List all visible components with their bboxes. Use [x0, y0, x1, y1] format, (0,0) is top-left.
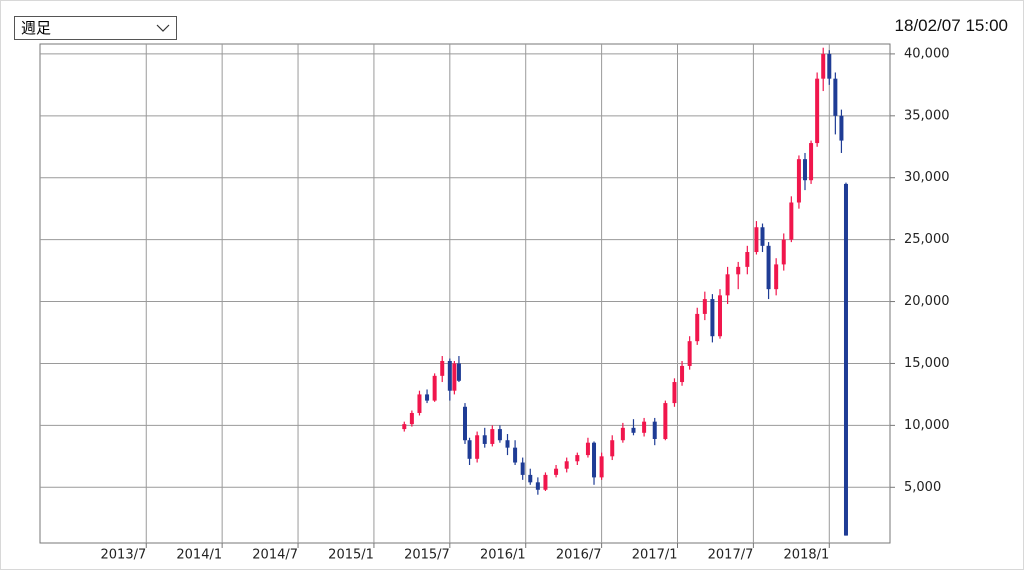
candle-body [642, 421, 647, 433]
x-tick-label: 2013/7 [101, 548, 147, 563]
candle-body [839, 115, 844, 141]
y-tick-label: 5,000 [904, 480, 941, 495]
candle-body [833, 78, 838, 116]
candle-body [718, 295, 722, 337]
candle-body [702, 299, 707, 314]
x-tick-label: 2016/1 [480, 548, 526, 563]
candle-body [409, 412, 414, 425]
x-tick-label: 2017/7 [708, 548, 754, 563]
candle-body [663, 403, 668, 439]
y-tick-label: 10,000 [904, 418, 950, 433]
candle-body [417, 394, 422, 413]
candle-body [425, 394, 430, 401]
timestamp: 18/02/07 15:00 [894, 16, 1008, 35]
period-select-text: 週足 [21, 19, 52, 37]
candle-body [695, 313, 700, 342]
candle-body [528, 474, 533, 483]
candle-body [680, 365, 685, 383]
candle-body [520, 462, 525, 475]
candle-body [599, 456, 604, 478]
plot-frame [39, 43, 891, 544]
candle-body [497, 429, 502, 441]
candle-body [620, 427, 625, 441]
x-tick-label: 2017/1 [632, 548, 678, 563]
candle-body [789, 202, 794, 240]
candle-body [440, 360, 445, 376]
candle-body [432, 375, 437, 401]
candle-body [774, 264, 779, 290]
candle-body [463, 406, 467, 441]
candle-body [710, 299, 715, 337]
candle-body [456, 363, 461, 381]
candle-body [745, 252, 750, 267]
candle-body [490, 429, 495, 444]
candle-body [809, 143, 814, 181]
candle-body [672, 382, 677, 404]
candle-body [821, 53, 826, 79]
period-select[interactable]: 週足 [14, 16, 177, 40]
candle-body [754, 227, 759, 253]
y-tick-label: 20,000 [904, 294, 950, 309]
candle-body [631, 427, 636, 433]
y-tick-label: 15,000 [904, 356, 950, 371]
y-tick-label: 40,000 [904, 46, 950, 61]
candle-body [482, 435, 487, 444]
x-tick-label: 2016/7 [556, 548, 602, 563]
candle-body [554, 468, 559, 475]
candle-body [815, 78, 820, 144]
candle-body [505, 440, 510, 448]
y-tick-label: 35,000 [904, 108, 950, 123]
candle-body [575, 455, 580, 462]
candle-body [447, 360, 452, 391]
candle-body [803, 159, 807, 181]
dropdown-arrow [156, 24, 170, 32]
candle-body [467, 440, 472, 459]
candle-body [766, 245, 771, 290]
x-tick-label: 2014/1 [176, 548, 222, 563]
candle-body [585, 442, 590, 456]
candle-body [827, 53, 832, 79]
candle-body [725, 274, 730, 296]
x-tick-label: 2018/1 [784, 548, 830, 563]
candle-body [652, 421, 657, 439]
candle-body [564, 461, 569, 469]
candle-body [402, 424, 407, 430]
x-tick-label: 2014/7 [252, 548, 298, 563]
candle-body [687, 341, 692, 366]
candle-body [535, 482, 540, 490]
candle-body [452, 363, 457, 391]
candle-body [781, 239, 786, 265]
candle-body [475, 435, 480, 459]
candle-body [736, 266, 741, 275]
candle-body [760, 227, 765, 246]
x-tick-label: 2015/7 [404, 548, 450, 563]
candle-body [796, 159, 801, 203]
candle-body [592, 442, 597, 478]
y-tick-label: 25,000 [904, 232, 950, 247]
y-tick-label: 30,000 [904, 170, 950, 185]
candle-body [610, 440, 615, 457]
x-tick-label: 2015/1 [328, 548, 374, 563]
candle-body [543, 474, 548, 490]
candle-body [843, 183, 848, 536]
candle-body [513, 447, 518, 463]
